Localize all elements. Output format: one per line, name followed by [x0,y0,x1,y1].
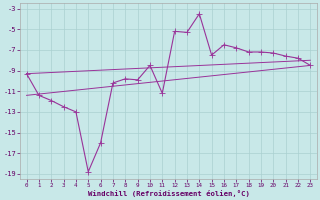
X-axis label: Windchill (Refroidissement éolien,°C): Windchill (Refroidissement éolien,°C) [88,190,249,197]
